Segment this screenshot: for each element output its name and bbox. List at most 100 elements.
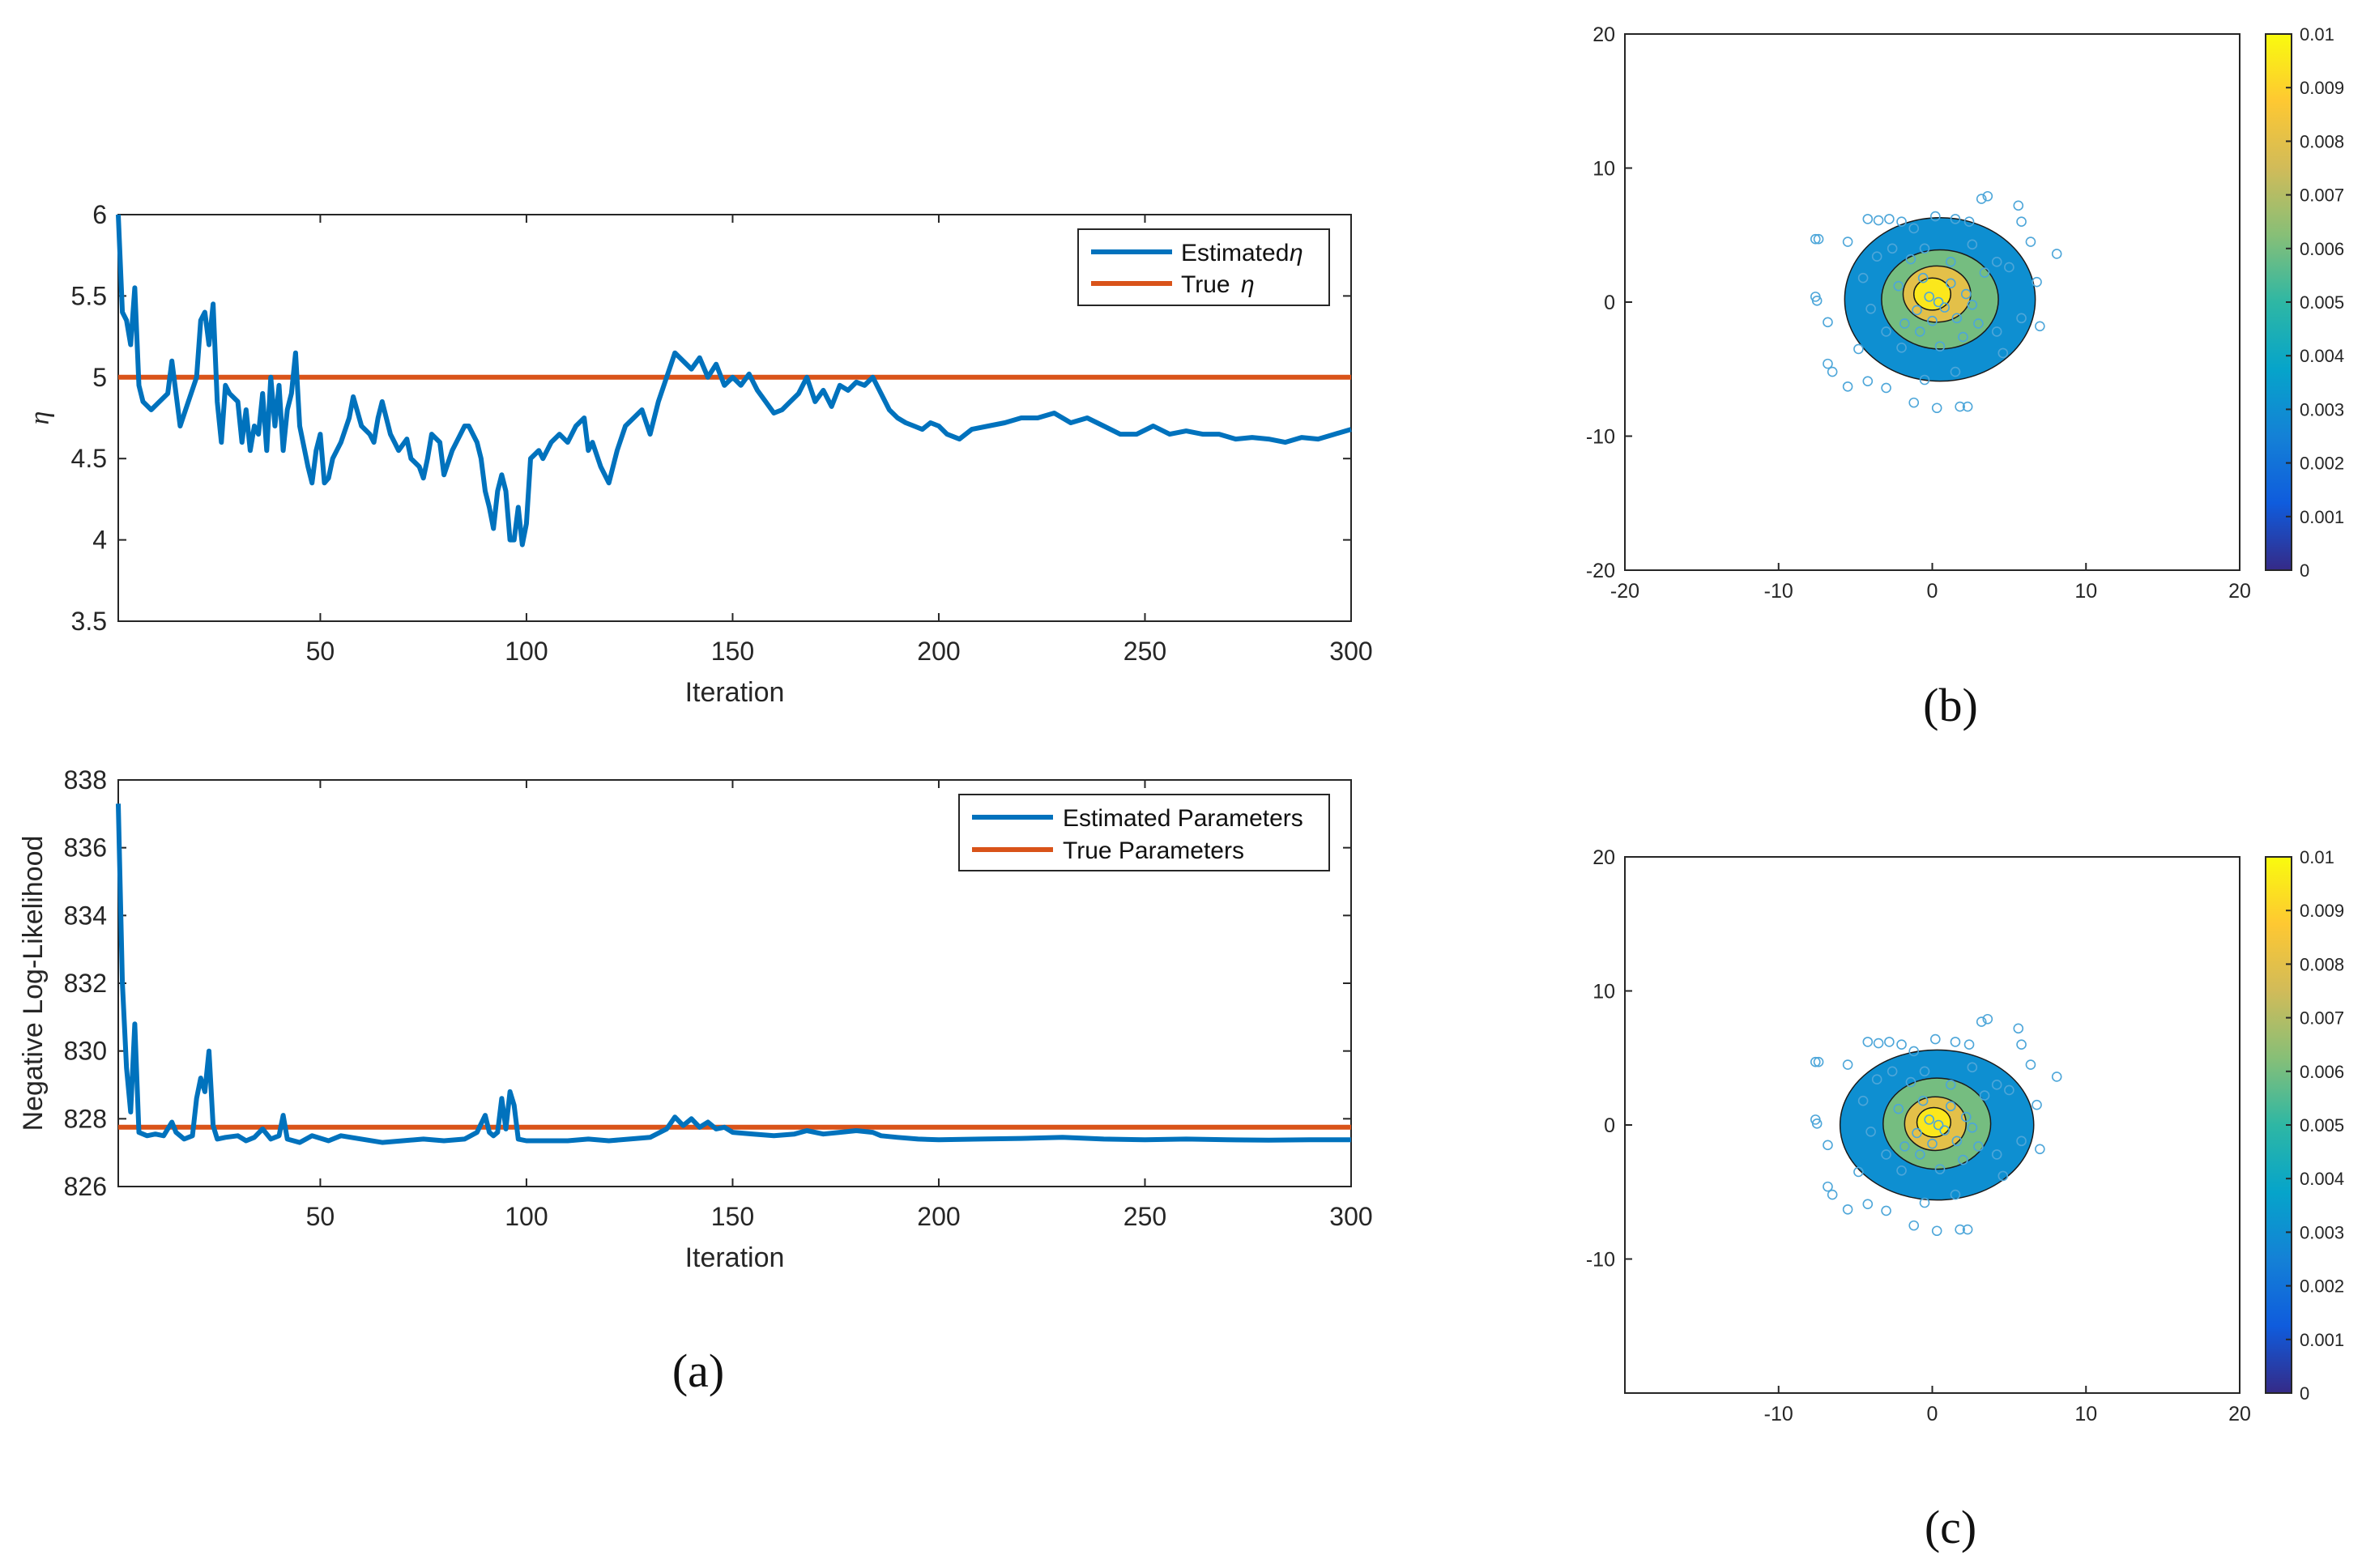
hm-c-xtick-label: -10	[1764, 1403, 1793, 1425]
hm-b-sample-point	[1908, 397, 1920, 408]
hm-c-sample-point	[1917, 1095, 1929, 1106]
hm-b-sample-point	[1976, 194, 1987, 204]
hm-c-sample-point	[2032, 1099, 2042, 1110]
hm-c-sample-point	[1934, 1164, 1946, 1174]
hm-b-xtick-label: -20	[1610, 580, 1639, 603]
hm-b-sample-point	[1813, 233, 1824, 245]
hm-c-sample-point	[2051, 1072, 2062, 1082]
nll-legend: Estimated Parameters True Parameters	[958, 794, 1330, 871]
hm-b-sample-point	[1931, 403, 1942, 414]
hm-c-sample-point	[1884, 1037, 1895, 1047]
hm-c-ytick-label: 10	[1592, 981, 1615, 1003]
nll-xtick-label: 150	[711, 1202, 754, 1231]
eta-estimated-line	[116, 214, 1352, 548]
nll-ylabel: Negative Log-Likelihood	[18, 836, 49, 1131]
hm-b-sample-point	[1857, 272, 1869, 283]
nll-legend-estimated-label: Estimated Parameters	[1063, 805, 1303, 832]
hm-b-sample-point	[1862, 376, 1874, 386]
nll-xtick-label: 300	[1329, 1202, 1372, 1231]
hm-c-xtick-label: 20	[2228, 1403, 2251, 1425]
hm-b-sample-point	[1934, 341, 1946, 352]
nll-ytick-label: 832	[64, 969, 107, 998]
hm-c-sample-point	[1908, 1046, 1920, 1057]
hm-c-colorbar-label: 0.007	[2300, 1008, 2344, 1029]
hm-b-xtick-label: -10	[1764, 580, 1793, 603]
hm-c-sample-point	[1979, 1090, 1990, 1101]
hm-b-sample-point	[1908, 223, 1920, 234]
hm-b-xtick-label: 10	[2074, 580, 2097, 603]
eta-xtick-label: 50	[306, 637, 335, 666]
hm-b-colorbar-label: 0.006	[2300, 239, 2344, 259]
hm-c-sample-point	[2016, 1136, 2027, 1147]
hm-b-ytick-label: -20	[1586, 560, 1615, 582]
hm-b-colorbar-label: 0	[2300, 560, 2309, 581]
hm-c-colorbar-label: 0	[2300, 1383, 2309, 1404]
nll-xtick-label: 250	[1123, 1202, 1166, 1231]
nll-ytick-label: 828	[64, 1104, 107, 1133]
nll-ytick-label: 838	[64, 765, 107, 795]
hm-c-sample-point	[1967, 1123, 1978, 1133]
hm-c-xtick-label: 0	[1927, 1403, 1938, 1425]
hm-b-colorbar-label: 0.007	[2300, 185, 2344, 206]
hm-b-sample-point	[1811, 296, 1823, 306]
hm-c-xtick-label: 10	[2074, 1403, 2097, 1425]
hm-b-colorbar-label: 0.009	[2300, 78, 2344, 98]
hm-c-ytick-label: 20	[1592, 846, 1615, 869]
hm-b-colorbar-label: 0.002	[2300, 454, 2344, 474]
hm-b-sample-point	[1905, 254, 1916, 265]
nll-chart: 50 100 150 200 250 300 826828830832834836838 …	[18, 765, 1373, 1273]
hm-b-sample-point	[1950, 214, 1961, 224]
hm-c-sample-point	[1997, 1170, 2009, 1182]
nll-ytick-label: 826	[64, 1172, 107, 1201]
hm-b-sample-point	[1929, 211, 1941, 222]
hm-c-sample-point	[1919, 1197, 1930, 1208]
hm-b-sample-point	[1933, 296, 1944, 308]
eta-chart: 50 100 150 200 250 300 3.5 4 4.5 5 5.5 6 Iteration…	[25, 200, 1373, 708]
eta-xtick-label: 100	[505, 637, 548, 666]
hm-c-sample-point	[2035, 1144, 2045, 1155]
hm-b-colorbar-label: 0.001	[2300, 507, 2344, 527]
density-map-b: -20 -10 0 10 20 -20 -10 0 10 20 0 0.001 0.002 0.003…	[1586, 23, 2344, 603]
eta-ytick-label: 5	[92, 363, 107, 392]
hm-b-sample-point	[1982, 190, 1993, 202]
hm-b-sample-point	[2016, 313, 2027, 324]
hm-b-sample-point	[1991, 257, 2002, 267]
hm-c-sample-point	[1945, 1080, 1956, 1090]
hm-c-sample-point	[1991, 1149, 2002, 1160]
hm-c-sample-point	[2016, 1039, 2027, 1050]
hm-b-sample-point	[1939, 302, 1950, 313]
hm-c-sample-point	[1813, 1056, 1824, 1067]
hm-b-sample-point	[1827, 366, 1838, 377]
hm-c-colorbar-label: 0.002	[2300, 1276, 2344, 1297]
hm-b-sample-point	[2016, 216, 2027, 228]
hm-b-sample-point	[1962, 401, 1973, 412]
eta-xtick-label: 300	[1329, 637, 1372, 666]
hm-c-sample-point	[1811, 1118, 1823, 1129]
hm-b-ytick-label: -10	[1586, 426, 1615, 449]
hm-b-sample-point	[2032, 276, 2042, 288]
hm-b-sample-point	[2035, 321, 2045, 332]
hm-b-sample-point	[1881, 326, 1891, 337]
hm-c-sample-point	[1931, 1225, 1942, 1237]
eta-legend: Estimated η True η	[1077, 228, 1330, 306]
hm-c-sample-point	[1982, 1013, 1993, 1025]
hm-b-sample-point	[1945, 278, 1956, 289]
hm-b-colorbar-label: 0.01	[2300, 24, 2334, 45]
hm-b-colorbar-label: 0.008	[2300, 131, 2344, 151]
hm-b-ytick-label: 20	[1592, 23, 1615, 46]
hm-b-sample-point	[1958, 331, 1968, 343]
hm-c-sample-point	[1871, 1074, 1882, 1085]
eta-legend-true-label: True	[1181, 271, 1230, 298]
hm-b-sample-point	[1915, 326, 1925, 337]
hm-c-sample-point	[1827, 1189, 1838, 1200]
hm-c-sample-point	[1950, 1189, 1961, 1200]
hm-c-sample-point	[1881, 1149, 1891, 1160]
hm-c-sample-point	[1951, 1136, 1963, 1147]
hm-b-sample-point	[1881, 382, 1891, 394]
hm-b-sample-point	[1873, 215, 1884, 226]
hm-c-sample-point	[1915, 1149, 1925, 1160]
hm-b-sample-point	[1955, 401, 1965, 412]
hm-b-sample-point	[1950, 366, 1961, 377]
hm-c-sample-point	[1933, 1119, 1944, 1131]
